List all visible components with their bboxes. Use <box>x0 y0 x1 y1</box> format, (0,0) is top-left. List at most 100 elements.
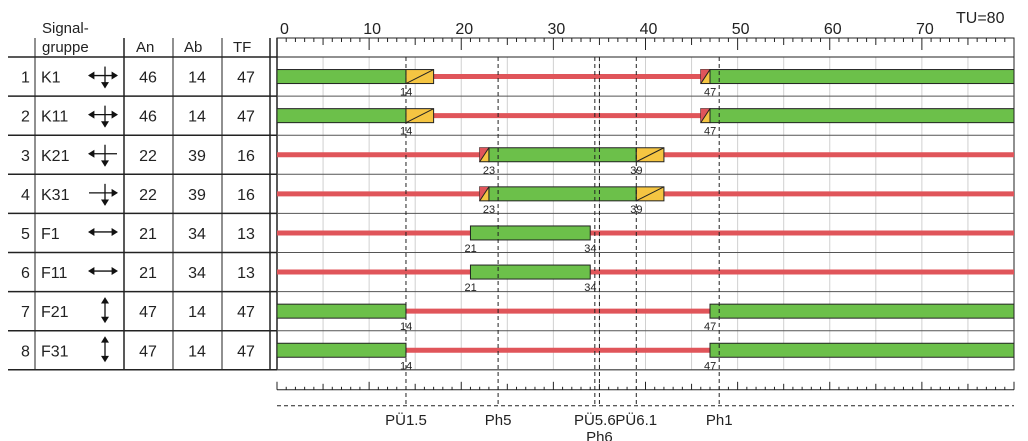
arrow-head <box>101 316 109 324</box>
tf-value: 47 <box>237 70 255 87</box>
tf-value: 13 <box>237 226 255 243</box>
phase-marker-label: Ph6 <box>586 429 613 441</box>
header-ab: Ab <box>184 39 202 56</box>
green-time-bar <box>276 108 407 124</box>
switch-time-label: 47 <box>704 360 716 372</box>
arrow-head <box>88 71 95 80</box>
ab-value: 14 <box>188 343 206 360</box>
switch-time-label: 14 <box>400 321 412 333</box>
header-group-line1: Signal- <box>42 20 89 37</box>
table-grid <box>8 38 277 371</box>
arrow-head <box>111 227 118 236</box>
signal-bar-K1: 14 47 <box>276 69 1015 99</box>
signal-group-name: F11 <box>41 265 67 282</box>
ab-value: 14 <box>188 109 206 126</box>
axis-tick-label: 30 <box>547 21 565 38</box>
table-row: 6 F11 21 34 13 <box>21 265 255 282</box>
signal-group-name: K1 <box>41 70 61 87</box>
green-time-bar <box>709 69 1015 85</box>
green-time-bar <box>709 342 1015 358</box>
arrow-head <box>88 227 95 236</box>
header-tf: TF <box>233 39 251 56</box>
row-number: 3 <box>21 148 30 165</box>
table-row: 5 F1 21 34 13 <box>21 226 255 243</box>
axis-tick-label: 50 <box>732 21 750 38</box>
switch-time-label: 34 <box>584 243 596 255</box>
amber-diagonal <box>405 108 434 124</box>
switch-time-label: 47 <box>704 321 716 333</box>
arrow-head <box>88 110 95 119</box>
switch-time-label: 47 <box>704 126 716 138</box>
table-row: 1 K1 46 14 47 <box>21 66 255 89</box>
table-row: 3 K21 22 39 16 <box>21 144 255 167</box>
an-value: 47 <box>139 343 157 360</box>
tf-value: 47 <box>237 109 255 126</box>
arrow-head <box>101 355 109 363</box>
green-time-bar <box>276 69 407 85</box>
vertical-arrow-icon <box>101 297 109 324</box>
vertical-arrow-icon <box>101 336 109 363</box>
signal-bar-F11: 21 34 <box>277 264 1014 294</box>
row-number: 2 <box>21 109 30 126</box>
row-number: 5 <box>21 226 30 243</box>
ab-value: 39 <box>188 148 206 165</box>
arrow-head <box>101 336 109 343</box>
arrow-head <box>111 267 118 276</box>
arrow-head <box>111 110 118 119</box>
signal-bar-F21: 14 47 <box>276 303 1015 333</box>
phase-marker-label: PÜ1.5 <box>385 411 427 429</box>
tf-value: 47 <box>237 343 255 360</box>
green-time-bar <box>276 303 407 319</box>
an-value: 46 <box>139 70 157 87</box>
arrow-head <box>111 188 118 197</box>
arrow-head <box>111 71 118 80</box>
switch-time-label: 21 <box>464 243 476 255</box>
an-value: 46 <box>139 109 157 126</box>
signal-group-name: K21 <box>41 148 70 165</box>
switch-time-label: 39 <box>630 204 642 216</box>
signal-table: 1 K1 46 14 47 2 K11 46 14 47 3 K21 22 39 16 4 K31 22 39 16 5… <box>21 66 255 363</box>
axis-tick-label: 70 <box>916 21 934 38</box>
ab-value: 34 <box>188 265 206 282</box>
signal-group-name: F21 <box>41 304 69 321</box>
arrow-head <box>101 297 109 304</box>
signal-group-name: K11 <box>41 109 68 126</box>
red-amber-diagonal <box>700 108 711 123</box>
tf-value: 13 <box>237 265 255 282</box>
switch-time-label: 23 <box>483 165 495 177</box>
amber-diagonal <box>405 69 434 84</box>
arrow-head <box>101 82 109 89</box>
phase-marker-label: Ph1 <box>706 412 733 429</box>
cross-arrows-left-icon <box>88 144 117 167</box>
cross-arrows-icon <box>88 66 118 89</box>
green-time-bar <box>469 225 591 241</box>
tf-value: 16 <box>237 148 255 165</box>
row-number: 6 <box>21 265 30 282</box>
arrow-head <box>101 121 109 128</box>
table-row: 7 F21 47 14 47 <box>21 297 255 324</box>
green-time-bar <box>709 303 1015 319</box>
signal-group-name: F1 <box>41 226 60 243</box>
signal-bar-K11: 14 47 <box>276 108 1015 138</box>
switch-time-label: 34 <box>584 282 596 294</box>
ab-value: 39 <box>188 187 206 204</box>
axis-tick-label: 10 <box>363 21 381 38</box>
arrow-head <box>101 199 109 206</box>
axis-tick-label: 60 <box>824 21 842 38</box>
tf-value: 16 <box>237 187 255 204</box>
row-number: 8 <box>21 343 30 360</box>
row-number: 4 <box>21 187 30 204</box>
green-time-bar <box>709 108 1015 124</box>
an-value: 21 <box>139 226 157 243</box>
amber-diagonal <box>636 147 665 163</box>
green-time-bar <box>488 186 637 202</box>
arrow-head <box>101 160 109 167</box>
time-axis: 0 10 20 30 40 50 60 70 <box>276 21 1015 407</box>
axis-tick-label: 40 <box>640 21 658 38</box>
chart-grid <box>276 37 1015 371</box>
an-value: 22 <box>139 187 157 204</box>
switch-time-label: 21 <box>464 282 476 294</box>
ab-value: 14 <box>188 70 206 87</box>
